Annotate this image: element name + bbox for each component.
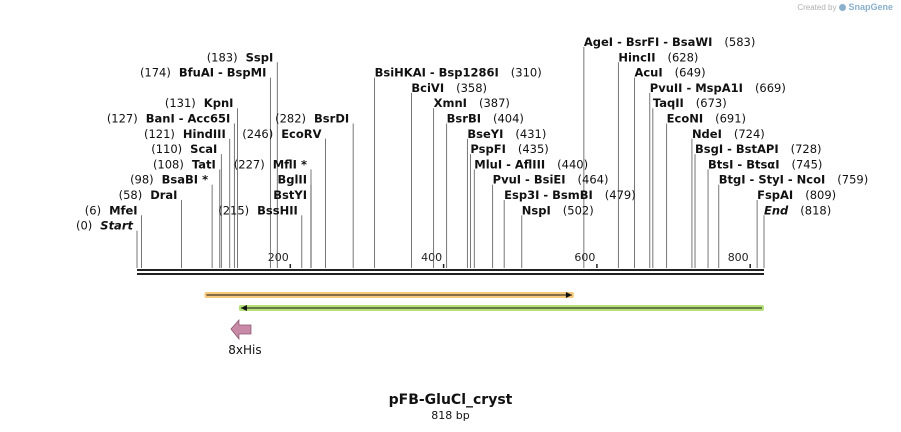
site-label-tati: (108) TatI [153, 157, 216, 171]
site-label-bani: (127) BanI - Acc65I [107, 112, 231, 126]
orange-feature-arrow [565, 292, 572, 298]
snapgene-credit: Created by SnapGene [797, 2, 893, 12]
map-title: pFB-GluCl_cryst [388, 392, 513, 408]
site-label-start: (0) Start [76, 219, 134, 233]
site-label-econi: EcoNI (691) [667, 112, 746, 126]
site-label-sspi: (183) SspI [207, 50, 274, 64]
site-label-btgi: BtgI - StyI - NcoI (759) [719, 173, 868, 187]
map-length: 818 bp [431, 409, 470, 422]
site-label-drai: (58) DraI [119, 188, 178, 202]
site-label-bsabi: (98) BsaBI * [130, 173, 208, 187]
site-label-end: End (818) [764, 203, 831, 217]
site-label-bglii: BglII [277, 173, 307, 187]
site-label-bfuai: (174) BfuAI - BspMI [140, 66, 266, 80]
ruler-label: 200 [268, 251, 289, 264]
site-label-scai: (110) ScaI [151, 142, 217, 156]
site-label-hindiii: (121) HindIII [144, 127, 226, 141]
ruler-label: 400 [421, 251, 442, 264]
site-label-bcivi: BciVI (358) [411, 81, 487, 95]
site-label-xmni: XmnI (387) [434, 96, 510, 110]
site-label-bstyi: BstYI [273, 188, 307, 202]
green-feature-arrow [240, 305, 247, 311]
credit-prefix: Created by [797, 3, 837, 12]
site-label-pvui: PvuI - BsiEI (464) [493, 173, 609, 187]
site-label-hincii: HincII (628) [618, 50, 698, 64]
site-label-ndei: NdeI (724) [692, 127, 765, 141]
site-label-agei: AgeI - BsrFI - BsaWI (583) [584, 35, 755, 49]
his-tag-label: 8xHis [228, 343, 261, 357]
site-label-kpni: (131) KpnI [165, 96, 234, 110]
site-label-bseyi: BseYI (431) [467, 127, 546, 141]
snapgene-logo-icon [839, 4, 847, 12]
site-label-mlui: MluI - AflIII (440) [474, 157, 588, 171]
site-label-nspi: NspI (502) [522, 203, 594, 217]
ruler-label: 800 [728, 251, 749, 264]
his-tag-arrow [230, 318, 252, 341]
ruler-label: 600 [574, 251, 595, 264]
site-label-fspai: FspAI (809) [757, 188, 836, 202]
site-label-pvuii: PvuII - MspA1I (669) [650, 81, 786, 95]
site-label-taqii: TaqII (673) [653, 96, 727, 110]
site-label-esp3i: Esp3I - BsmBI (479) [504, 188, 636, 202]
site-label-btsi: BtsI - BtsαI (745) [708, 157, 822, 171]
site-label-bsgi: BsgI - BstAPI (728) [695, 142, 822, 156]
site-label-ecorv: (246) EcoRV [242, 127, 321, 141]
site-label-mfli: (227) MflI * [234, 157, 307, 171]
site-label-bsshii: (215) BssHII [218, 203, 298, 217]
site-label-bsrbi: BsrBI (404) [447, 112, 524, 126]
credit-brand: SnapGene [848, 2, 893, 12]
site-label-pspfi: PspFI (435) [470, 142, 548, 156]
site-label-mfei: (6) MfeI [85, 203, 138, 217]
site-label-bsihkai: BsiHKAI - Bsp1286I (310) [375, 66, 542, 80]
site-label-acui: AcuI (649) [634, 66, 705, 80]
site-label-bsrdi: (282) BsrDI [275, 112, 349, 126]
